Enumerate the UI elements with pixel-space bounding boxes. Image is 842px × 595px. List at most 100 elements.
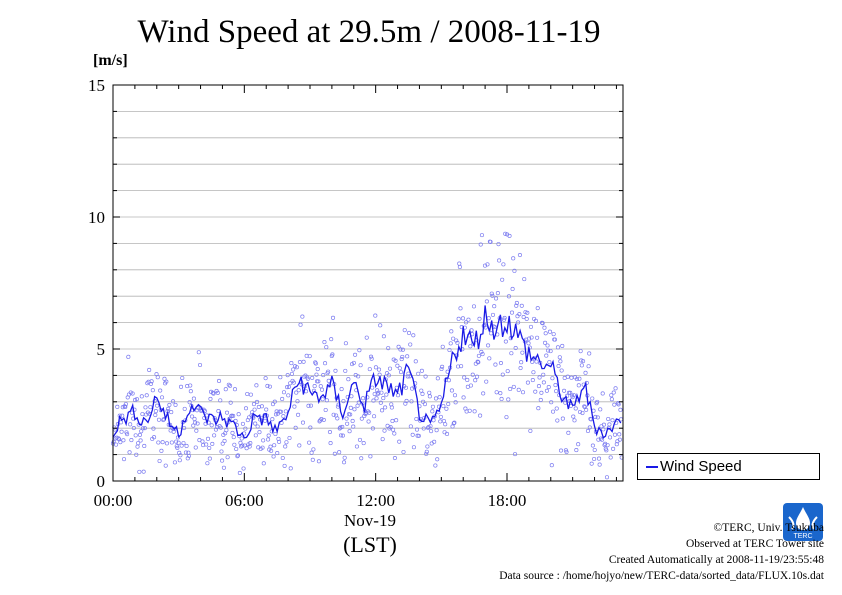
data-point	[364, 335, 369, 340]
data-point	[285, 373, 290, 378]
data-point	[541, 372, 546, 377]
data-point	[263, 376, 268, 381]
data-point	[123, 404, 128, 410]
data-point	[520, 350, 525, 355]
data-point	[254, 383, 259, 388]
data-point	[577, 376, 582, 381]
data-point	[259, 404, 264, 409]
data-point	[584, 380, 589, 385]
data-point	[270, 417, 275, 422]
data-point	[499, 396, 504, 402]
data-point	[460, 316, 466, 321]
data-point	[538, 397, 543, 402]
data-point	[508, 386, 513, 392]
data-point	[435, 376, 440, 381]
data-point	[315, 367, 320, 372]
data-point	[548, 349, 553, 354]
data-point	[348, 412, 353, 417]
data-point	[378, 323, 383, 328]
data-point	[536, 384, 541, 389]
data-point	[121, 457, 127, 462]
data-point	[368, 454, 373, 459]
data-point	[552, 337, 557, 342]
data-point	[393, 358, 398, 363]
data-point	[604, 448, 609, 453]
data-point	[250, 410, 255, 415]
data-point	[577, 409, 583, 415]
data-point	[540, 321, 545, 326]
credit-data-source: Data source : /home/hojyo/new/TERC-data/…	[499, 570, 824, 582]
data-point	[224, 428, 229, 433]
data-point	[517, 312, 522, 317]
data-point	[610, 418, 615, 423]
data-point	[225, 455, 230, 460]
data-point	[488, 239, 493, 244]
data-point	[207, 456, 212, 461]
data-point	[287, 435, 292, 441]
data-point	[294, 390, 299, 395]
data-point	[310, 375, 315, 380]
data-point	[210, 390, 215, 395]
data-point	[414, 427, 420, 432]
data-point	[226, 382, 231, 387]
data-point	[365, 409, 371, 414]
data-point	[266, 433, 271, 438]
data-point	[478, 413, 483, 418]
data-point	[333, 368, 338, 373]
data-point	[345, 421, 350, 426]
data-point	[550, 409, 556, 414]
data-point	[399, 357, 404, 362]
data-point	[607, 435, 613, 440]
data-point	[192, 416, 197, 422]
data-point	[137, 432, 143, 437]
data-point	[543, 331, 548, 336]
data-point	[461, 395, 466, 400]
axis-ticks	[112, 84, 623, 482]
x-axis-date-label: Nov-19	[344, 511, 396, 530]
data-point	[127, 450, 132, 455]
data-point	[161, 417, 166, 423]
data-point	[438, 419, 443, 424]
data-point	[200, 439, 205, 444]
data-point	[275, 450, 280, 456]
data-point	[209, 423, 214, 428]
data-point	[232, 442, 237, 447]
x-tick-label: 06:00	[225, 491, 264, 510]
data-point	[387, 426, 392, 431]
data-point	[390, 418, 395, 424]
data-point	[581, 359, 586, 364]
data-point	[272, 399, 277, 404]
data-point	[162, 376, 167, 381]
data-point	[184, 443, 189, 449]
data-point	[530, 378, 535, 383]
data-point	[280, 396, 285, 402]
data-point	[370, 426, 375, 431]
y-tick-label: 10	[88, 208, 105, 227]
data-point	[520, 390, 526, 395]
data-point	[533, 318, 538, 323]
data-point	[373, 313, 378, 318]
data-point	[149, 379, 154, 384]
data-point	[118, 440, 123, 445]
data-point	[475, 359, 480, 364]
data-point	[288, 466, 293, 471]
data-point	[288, 381, 293, 386]
data-point	[384, 392, 389, 397]
data-point	[484, 379, 489, 384]
data-point	[367, 410, 372, 415]
data-point	[353, 352, 358, 357]
data-point	[289, 361, 294, 366]
data-point	[458, 306, 463, 311]
data-point	[494, 390, 499, 395]
data-point	[177, 458, 182, 463]
data-point	[571, 393, 576, 398]
data-point	[613, 386, 618, 391]
data-point	[312, 384, 317, 389]
data-point	[446, 378, 451, 383]
data-point	[178, 453, 183, 458]
data-point	[479, 233, 485, 238]
data-point	[261, 438, 266, 443]
data-point	[476, 360, 481, 365]
data-point	[136, 441, 141, 446]
